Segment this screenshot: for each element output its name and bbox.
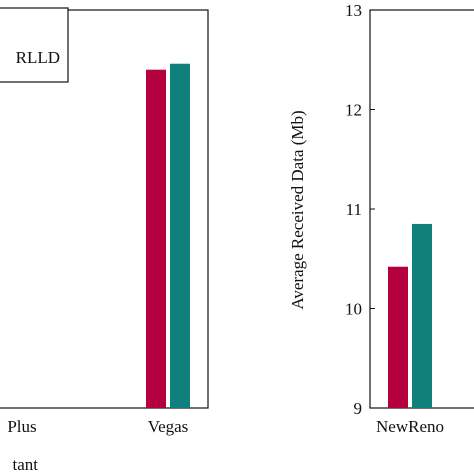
bar [412,223,432,408]
x-tick-label: Vegas [148,417,189,436]
y-tick-label: 10 [345,300,362,319]
y-tick-label: 12 [345,101,362,120]
bar [388,266,408,408]
y-axis-label: Average Received Data (Mb) [288,110,307,309]
legend-label: RLLD [16,48,60,67]
y-tick-label: 11 [346,200,362,219]
legend-box [0,7,69,83]
x-axis-label: tant [13,455,39,474]
y-tick-label: 9 [354,399,363,418]
bar [146,69,166,408]
plot-frame [0,9,209,409]
x-tick-label: Plus [7,417,36,436]
y-tick-label: 13 [345,1,362,20]
x-tick-label: NewReno [376,417,444,436]
bar [170,63,190,408]
